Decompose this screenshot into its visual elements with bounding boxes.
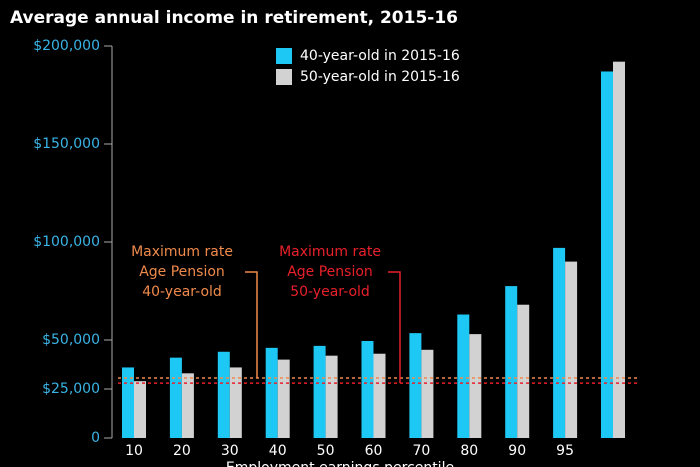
bar	[553, 247, 566, 438]
leader-line	[388, 271, 401, 384]
y-tick-label: 0	[91, 430, 100, 446]
legend-swatch	[276, 48, 292, 64]
leader-line	[245, 271, 258, 379]
bar	[373, 353, 386, 438]
bar	[325, 355, 338, 438]
y-tick-label: $100,000	[33, 234, 100, 250]
legend-label: 40-year-old in 2015-16	[300, 48, 460, 64]
bar	[265, 347, 278, 438]
bar	[505, 286, 518, 438]
reference-label: Maximum rate	[131, 244, 233, 260]
bar	[277, 359, 290, 438]
y-tick-label: $50,000	[42, 332, 100, 348]
x-tick-label: 95	[556, 443, 574, 459]
x-tick-label: 40	[269, 443, 287, 459]
reference-label: Age Pension	[287, 264, 373, 280]
bar	[169, 357, 182, 438]
y-tick-label: $200,000	[33, 38, 100, 54]
x-tick-label: 60	[365, 443, 383, 459]
reference-label: 50-year-old	[290, 284, 370, 300]
bar	[457, 314, 470, 438]
bar	[229, 367, 242, 438]
x-tick-label: 80	[460, 443, 478, 459]
bar	[217, 351, 230, 438]
bar	[517, 304, 530, 438]
x-tick-label: 90	[508, 443, 526, 459]
bar	[469, 334, 482, 438]
x-tick-label: 50	[317, 443, 335, 459]
y-tick-label: $25,000	[42, 381, 100, 397]
bar	[134, 381, 146, 438]
bar	[181, 373, 194, 438]
y-tick-label: $150,000	[33, 136, 100, 152]
reference-label: 40-year-old	[142, 284, 222, 300]
legend-swatch	[276, 69, 292, 85]
reference-label: Age Pension	[139, 264, 225, 280]
x-tick-label: 30	[221, 443, 239, 459]
chart-title: Average annual income in retirement, 201…	[10, 8, 458, 28]
bar	[122, 367, 134, 438]
legend-label: 50-year-old in 2015-16	[300, 69, 460, 85]
bar	[613, 61, 625, 439]
x-tick-label: 70	[412, 443, 430, 459]
bar	[601, 71, 613, 438]
bar	[313, 345, 326, 438]
bar	[361, 340, 374, 438]
bar	[565, 261, 578, 438]
bar	[421, 349, 434, 438]
x-axis-label: Employment earnings percentile	[226, 460, 454, 467]
x-tick-label: 10	[125, 443, 143, 459]
x-tick-label: 20	[173, 443, 191, 459]
reference-label: Maximum rate	[279, 244, 381, 260]
bar	[409, 333, 422, 438]
